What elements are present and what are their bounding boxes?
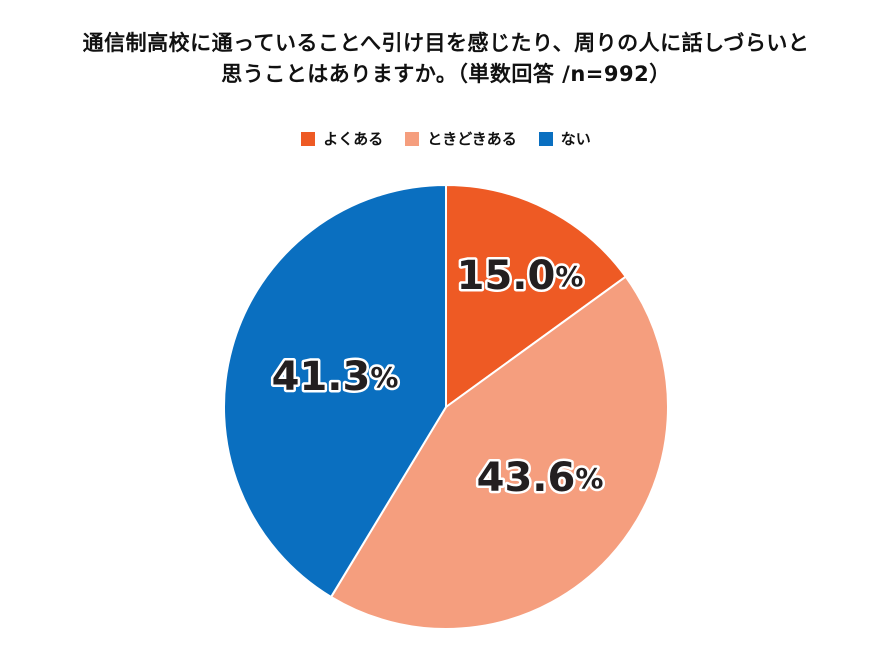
label-nai: 41.3% [272, 354, 399, 400]
legend-item-tokidoki: ときどきある [405, 128, 517, 149]
chart-title: 通信制高校に通っていることへ引け目を感じたり、周りの人に話しづらいと 思うことは… [0, 28, 892, 90]
pie-labels: 15.0% 43.6% 41.3% [269, 251, 606, 504]
legend-label-tokidoki: ときどきある [427, 130, 517, 148]
label-yoku: 15.0% [457, 253, 584, 299]
label-tokidoki: 43.6% [477, 455, 604, 501]
legend-swatch-nai [538, 131, 553, 146]
legend-label-yoku: よくある [323, 130, 384, 148]
legend-label-nai: ない [560, 130, 591, 148]
legend-item-yoku: よくある [301, 128, 383, 149]
slice-nai [223, 183, 447, 599]
slice-tokidoki [329, 275, 669, 630]
slice-yoku [445, 183, 628, 409]
legend-item-nai: ない [538, 128, 591, 149]
legend: よくある ときどきある ない [0, 128, 892, 149]
pie-slices [223, 183, 669, 630]
legend-swatch-yoku [301, 131, 316, 146]
title-line-1: 通信制高校に通っていることへ引け目を感じたり、周りの人に話しづらいと [82, 31, 810, 55]
legend-swatch-tokidoki [405, 131, 420, 146]
title-line-2: 思うことはありますか。（単数回答 /n=992） [221, 62, 671, 86]
